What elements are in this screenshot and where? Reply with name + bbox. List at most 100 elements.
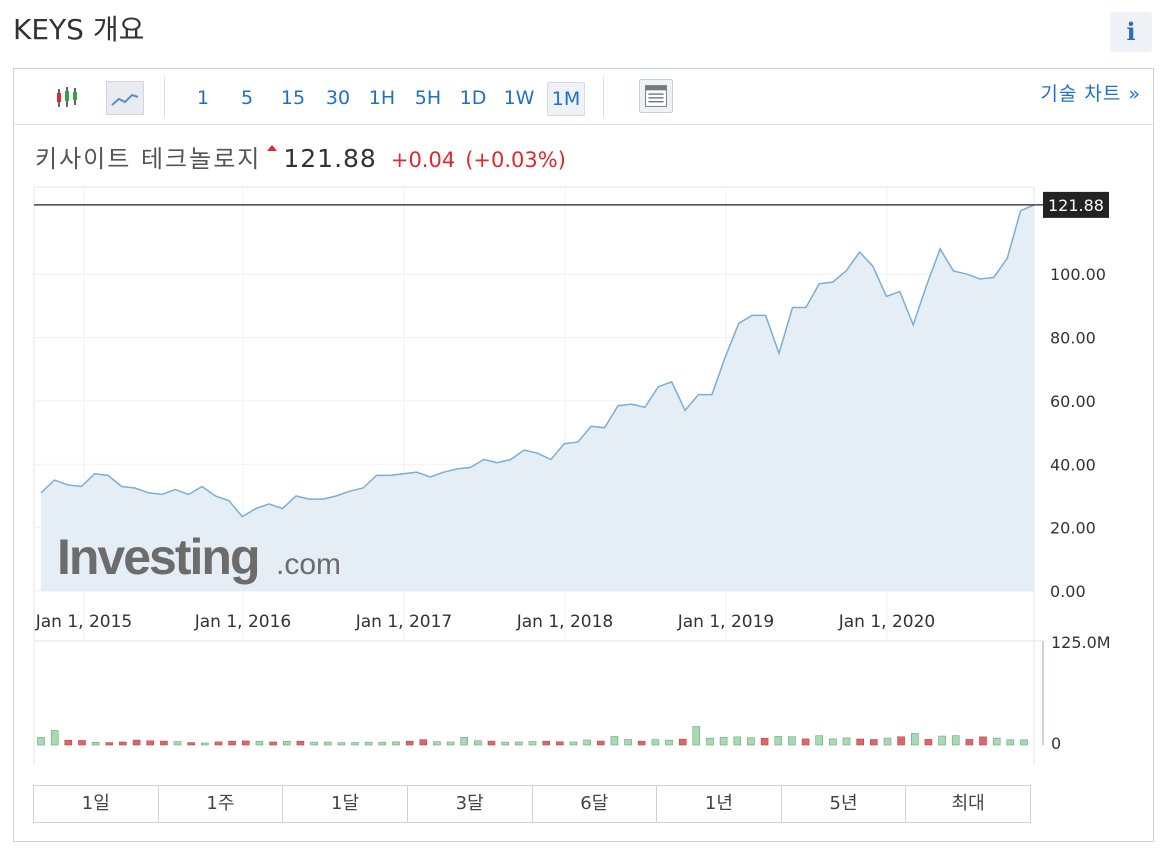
volume-bar <box>1006 739 1015 746</box>
volume-bar <box>50 730 59 746</box>
y-tick-label: 40.00 <box>1050 455 1096 474</box>
volume-bar <box>733 736 742 746</box>
last-price-label: 121.88 <box>1048 196 1104 215</box>
price-line <box>40 204 1035 518</box>
volume-bar <box>951 735 960 746</box>
interval-1m[interactable]: 1M <box>547 82 585 116</box>
x-tick-label: Jan 1, 2016 <box>194 612 292 632</box>
line-chart-icon[interactable] <box>106 81 144 115</box>
range-button[interactable]: 최대 <box>906 786 1030 822</box>
volume-bar <box>829 738 837 746</box>
toolbar-separator <box>164 77 165 117</box>
volume-bar <box>64 739 73 746</box>
range-button[interactable]: 1년 <box>657 786 782 822</box>
last-price-badge <box>1043 191 1109 218</box>
volume-bar <box>542 740 551 746</box>
price-change-percent: (+0.03%) <box>465 148 566 172</box>
volume-bar <box>433 741 441 746</box>
y-tick-label: 0.00 <box>1050 582 1086 601</box>
y-tick-label: 80.00 <box>1050 329 1096 348</box>
volume-bar <box>392 741 400 746</box>
volume-bar <box>91 741 100 746</box>
volume-bar <box>105 742 114 746</box>
volume-bar <box>624 739 632 746</box>
time-range-selector: 1일 1주 1달 3달 6달 1년 5년 최대 <box>33 785 1031 823</box>
volume-bar <box>692 726 701 746</box>
volume-bar <box>938 735 946 746</box>
volume-bar <box>569 741 578 746</box>
volume-bar <box>323 741 332 746</box>
volume-bar <box>173 741 182 746</box>
table-view-icon[interactable] <box>638 79 674 113</box>
last-price: 121.88 <box>283 144 377 173</box>
range-button[interactable]: 6달 <box>532 786 658 822</box>
x-tick-label: Jan 1, 2018 <box>516 612 614 632</box>
volume-bar <box>132 739 141 746</box>
interval-5h[interactable]: 5H <box>414 87 442 109</box>
interval-30[interactable]: 30 <box>325 87 351 109</box>
volume-bar <box>228 740 236 746</box>
range-button[interactable]: 1주 <box>158 786 284 822</box>
volume-bar <box>706 737 714 746</box>
volume-bar <box>255 741 264 746</box>
y-tick-label: 60.00 <box>1050 392 1096 411</box>
watermark-logo: Investing <box>57 529 258 585</box>
up-arrow-icon <box>267 145 278 151</box>
volume-bar <box>146 740 154 746</box>
volume-bar <box>78 740 86 746</box>
volume-bar <box>364 741 373 746</box>
volume-bar <box>856 738 865 746</box>
volume-bar <box>310 741 318 746</box>
volume-bar <box>842 737 851 746</box>
interval-1[interactable]: 1 <box>196 87 210 109</box>
volume-bar <box>446 741 455 746</box>
interval-5[interactable]: 5 <box>240 87 254 109</box>
volume-bar <box>979 736 987 746</box>
volume-bar <box>637 740 646 746</box>
interval-1w[interactable]: 1W <box>503 87 535 109</box>
candlestick-icon[interactable] <box>54 81 84 115</box>
price-chart[interactable]: 0.00 20.00 40.00 60.00 80.00 100.00 Investing.… <box>14 69 1155 781</box>
volume-bar <box>242 740 250 746</box>
volume-bar <box>405 740 414 746</box>
toolbar-separator <box>603 77 604 117</box>
volume-bar <box>869 739 878 746</box>
volume-bar <box>514 741 523 746</box>
y-tick-label: 100.00 <box>1050 265 1106 284</box>
chart-toolbar: 1 5 15 30 1H 5H 1D 1W 1M 기술 차트 » <box>14 69 1153 125</box>
x-tick-label: Jan 1, 2015 <box>35 612 133 632</box>
volume-bar <box>924 739 933 746</box>
volume-bar <box>965 739 974 746</box>
volume-bar <box>296 740 305 746</box>
volume-bar <box>883 737 892 746</box>
volume-bar <box>37 737 45 746</box>
volume-bar <box>760 737 769 746</box>
volume-bar <box>269 741 277 746</box>
volume-bar <box>282 740 291 746</box>
volume-bar <box>815 735 824 746</box>
chart-widget: 1 5 15 30 1H 5H 1D 1W 1M 기술 차트 » 키사이트 테크놀로지 121.8… <box>13 68 1154 842</box>
volume-bar <box>651 739 660 746</box>
volume-bar <box>378 741 387 746</box>
interval-1h[interactable]: 1H <box>368 87 396 109</box>
x-tick-label: Jan 1, 2020 <box>838 612 936 632</box>
price-area <box>41 204 1034 591</box>
technical-chart-link[interactable]: 기술 차트 » <box>1040 83 1141 105</box>
interval-15[interactable]: 15 <box>280 87 306 109</box>
volume-bar <box>596 740 605 746</box>
volume-bar <box>528 741 537 746</box>
volume-bar <box>665 739 673 746</box>
range-button[interactable]: 3달 <box>407 786 533 822</box>
volume-bar <box>774 736 783 746</box>
price-change: +0.04 <box>390 148 456 172</box>
volume-bar <box>419 739 428 746</box>
volume-bar <box>474 740 482 746</box>
range-button[interactable]: 5년 <box>781 786 907 822</box>
range-button[interactable]: 1달 <box>283 786 408 822</box>
volume-bar <box>678 738 687 746</box>
volume-max-label: 125.0M <box>1051 633 1111 652</box>
info-icon[interactable]: i <box>1110 12 1152 52</box>
range-button[interactable]: 1일 <box>34 786 159 822</box>
volume-bar <box>201 742 209 746</box>
interval-1d[interactable]: 1D <box>459 87 487 109</box>
